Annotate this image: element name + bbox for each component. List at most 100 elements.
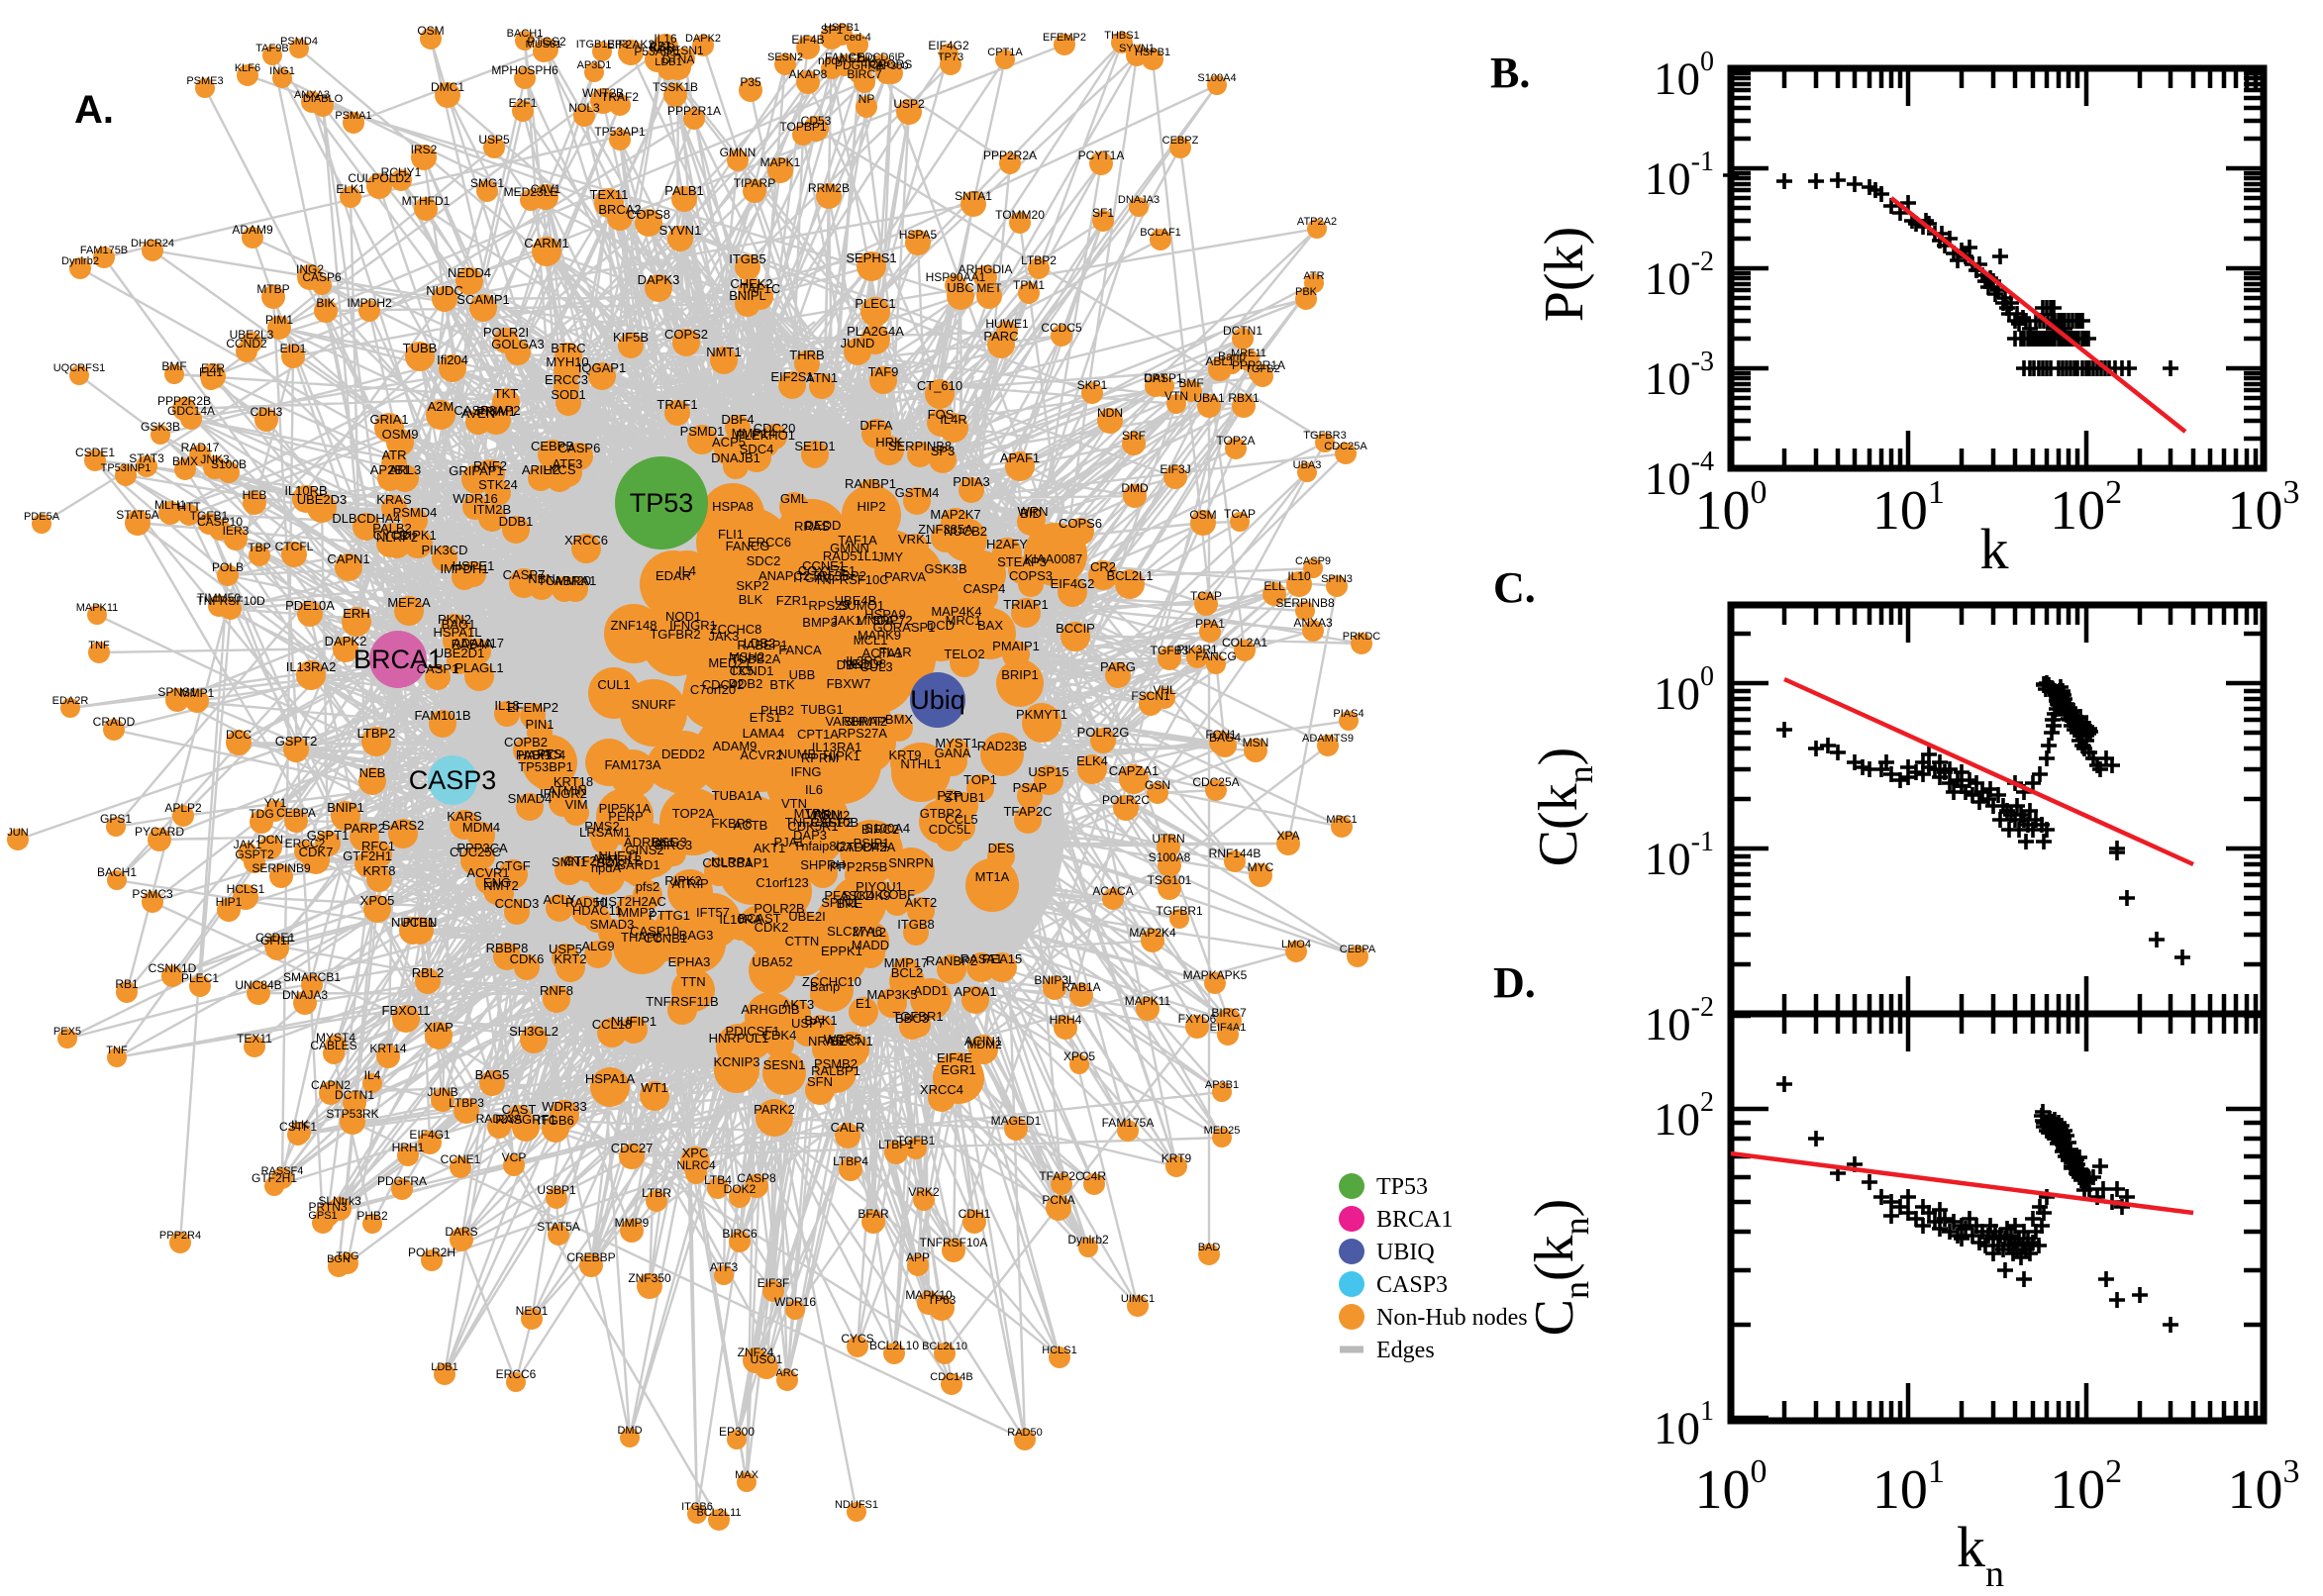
svg-text:MPHOSPH6: MPHOSPH6	[491, 63, 558, 77]
svg-text:TP53BP1: TP53BP1	[518, 759, 573, 774]
svg-text:PARVA: PARVA	[884, 569, 926, 584]
svg-text:RNF2: RNF2	[473, 458, 507, 473]
svg-text:MMP9: MMP9	[615, 1216, 650, 1230]
svg-text:CEBPA: CEBPA	[276, 806, 316, 820]
svg-text:ANAPC2: ANAPC2	[758, 568, 810, 583]
svg-text:SRF: SRF	[1122, 429, 1146, 443]
svg-text:TBP: TBP	[248, 541, 270, 554]
svg-text:XRCC4: XRCC4	[920, 1082, 963, 1097]
svg-text:UBE2D3: UBE2D3	[297, 492, 348, 507]
svg-text:CCDC5: CCDC5	[1041, 321, 1082, 335]
svg-text:IL6: IL6	[805, 782, 823, 797]
svg-text:GTF2H1: GTF2H1	[252, 1171, 297, 1185]
svg-text:STUB1: STUB1	[944, 790, 985, 805]
svg-text:RAD50: RAD50	[1007, 1427, 1042, 1439]
svg-text:MYST4: MYST4	[316, 1031, 355, 1045]
svg-text:Non-Hub nodes: Non-Hub nodes	[1376, 1305, 1528, 1331]
svg-text:MAPKAPK5: MAPKAPK5	[1183, 968, 1248, 982]
svg-text:STP53RK: STP53RK	[326, 1107, 378, 1121]
svg-text:SMN1: SMN1	[552, 854, 587, 869]
svg-text:ACTA1: ACTA1	[862, 646, 903, 660]
svg-text:ATF3: ATF3	[553, 456, 583, 471]
svg-text:PRIM1: PRIM1	[476, 404, 516, 419]
svg-text:ACIN1: ACIN1	[964, 1034, 1002, 1048]
svg-text:TOPORS: TOPORS	[862, 57, 912, 71]
svg-text:CT_610: CT_610	[917, 378, 962, 393]
svg-text:CASP10: CASP10	[197, 515, 243, 529]
svg-text:BAD: BAD	[1198, 1242, 1221, 1253]
svg-text:PABPC4: PABPC4	[516, 748, 565, 762]
svg-text:CASP4: CASP4	[963, 581, 1006, 596]
svg-text:USP5: USP5	[478, 133, 510, 147]
svg-text:npdA: npdA	[818, 53, 846, 67]
svg-text:TSSK1B: TSSK1B	[653, 80, 698, 94]
svg-text:RRM2: RRM2	[814, 808, 851, 823]
svg-text:DOK2: DOK2	[724, 1182, 757, 1196]
svg-text:GRIA1: GRIA1	[369, 412, 408, 427]
svg-text:MTPN: MTPN	[794, 806, 831, 821]
svg-text:IL6R: IL6R	[650, 41, 675, 54]
svg-text:EIF4G2: EIF4G2	[1051, 576, 1095, 591]
svg-text:TTN: TTN	[680, 974, 705, 989]
svg-text:DNAJA3: DNAJA3	[282, 988, 328, 1002]
svg-text:NEB: NEB	[359, 765, 386, 780]
svg-text:TEX11: TEX11	[590, 187, 629, 202]
svg-text:RPS27A: RPS27A	[838, 726, 887, 741]
svg-text:DBNL: DBNL	[837, 657, 871, 672]
svg-text:CASP1: CASP1	[1144, 371, 1183, 385]
svg-text:MAP2K7: MAP2K7	[930, 507, 980, 522]
svg-text:C.: C.	[1493, 563, 1536, 612]
svg-text:CUL3: CUL3	[859, 659, 892, 674]
svg-text:SHMT2: SHMT2	[844, 714, 887, 729]
svg-text:SDC2: SDC2	[747, 553, 781, 568]
svg-text:H2AFY: H2AFY	[986, 537, 1028, 551]
svg-text:VTN: VTN	[1164, 389, 1188, 403]
svg-text:UBE4B: UBE4B	[835, 593, 877, 608]
svg-text:KRT18: KRT18	[554, 774, 593, 789]
svg-text:DAPK2: DAPK2	[685, 33, 721, 45]
svg-text:TRAF1: TRAF1	[656, 397, 697, 412]
svg-text:CSDE1: CSDE1	[75, 446, 115, 459]
svg-text:PHB2: PHB2	[356, 1209, 388, 1223]
svg-text:HCLS1: HCLS1	[1042, 1345, 1076, 1356]
svg-text:TGFB2: TGFB2	[1245, 363, 1279, 375]
svg-text:BAG3: BAG3	[679, 928, 714, 943]
svg-text:B.: B.	[1490, 49, 1530, 97]
svg-text:BCL2L10: BCL2L10	[869, 1339, 919, 1352]
svg-text:PMAIP1: PMAIP1	[992, 639, 1040, 653]
svg-text:RANBP1: RANBP1	[845, 476, 896, 491]
svg-text:TGFBR1: TGFBR1	[1156, 904, 1203, 918]
svg-text:RPS29: RPS29	[808, 598, 849, 613]
svg-text:KRT2: KRT2	[555, 951, 587, 966]
svg-text:DMD: DMD	[617, 1425, 642, 1437]
svg-text:CDC42: CDC42	[702, 677, 745, 692]
svg-text:SEPHS1: SEPHS1	[846, 250, 896, 265]
svg-text:Edges: Edges	[1376, 1338, 1435, 1363]
svg-text:OSM9: OSM9	[382, 427, 419, 442]
svg-text:ABRA1: ABRA1	[555, 573, 597, 588]
svg-text:MAP3K5: MAP3K5	[866, 987, 917, 1002]
svg-text:NLRP1: NLRP1	[711, 854, 753, 869]
svg-text:MAPK10: MAPK10	[905, 1288, 953, 1302]
svg-text:BMF: BMF	[161, 359, 186, 373]
svg-text:NP: NP	[858, 92, 875, 106]
svg-text:BRCA2: BRCA2	[598, 202, 641, 217]
svg-text:100: 100	[1695, 474, 1768, 542]
svg-text:GSK3B: GSK3B	[141, 420, 180, 434]
svg-text:SMAD4: SMAD4	[508, 791, 553, 806]
svg-text:GPS1: GPS1	[100, 812, 132, 826]
svg-text:PHB2: PHB2	[760, 703, 794, 718]
svg-text:SFN: SFN	[807, 1074, 833, 1089]
svg-text:DDB2: DDB2	[729, 676, 763, 691]
svg-text:CDK9: CDK9	[857, 888, 891, 903]
svg-text:USP15: USP15	[1028, 764, 1068, 779]
svg-text:MED23LE: MED23LE	[504, 185, 558, 199]
svg-text:EIF2AK2: EIF2AK2	[607, 38, 655, 51]
svg-text:IL4R: IL4R	[940, 412, 966, 427]
svg-text:FANCA: FANCA	[778, 643, 822, 657]
svg-text:MAGED1: MAGED1	[991, 1114, 1042, 1128]
svg-text:IFNGR1: IFNGR1	[669, 618, 717, 633]
svg-text:NDN: NDN	[1097, 406, 1123, 420]
svg-text:TNF: TNF	[88, 640, 110, 651]
svg-text:CAPN2: CAPN2	[311, 1078, 351, 1092]
